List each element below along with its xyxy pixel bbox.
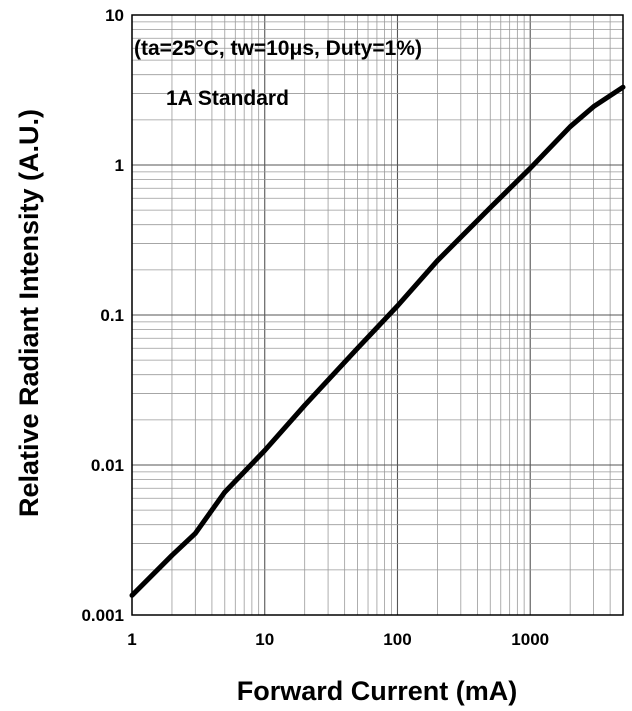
conditions-annotation: (ta=25°C, tw=10μs, Duty=1%)	[134, 37, 422, 60]
plot-frame	[131, 14, 624, 616]
standard-annotation: 1A Standard	[166, 87, 289, 110]
y-tick-label: 10	[105, 6, 124, 25]
y-axis-label: Relative Radiant Intensity (A.U.)	[14, 109, 44, 517]
y-tick-label: 0.1	[100, 306, 124, 325]
x-tick-labels: 1 10 100 1000	[127, 630, 549, 649]
x-tick-label: 10	[255, 630, 274, 649]
x-axis-label: Forward Current (mA)	[237, 676, 518, 706]
grid	[131, 15, 624, 616]
y-tick-label: 0.001	[81, 606, 124, 625]
series-line	[129, 84, 626, 598]
y-tick-label: 1	[115, 156, 124, 175]
x-tick-label: 1000	[511, 630, 549, 649]
x-tick-label: 1	[127, 630, 136, 649]
y-tick-label: 0.01	[91, 456, 124, 475]
y-tick-labels: 0.001 0.01 0.1 1 10	[81, 6, 124, 625]
x-tick-label: 100	[383, 630, 411, 649]
